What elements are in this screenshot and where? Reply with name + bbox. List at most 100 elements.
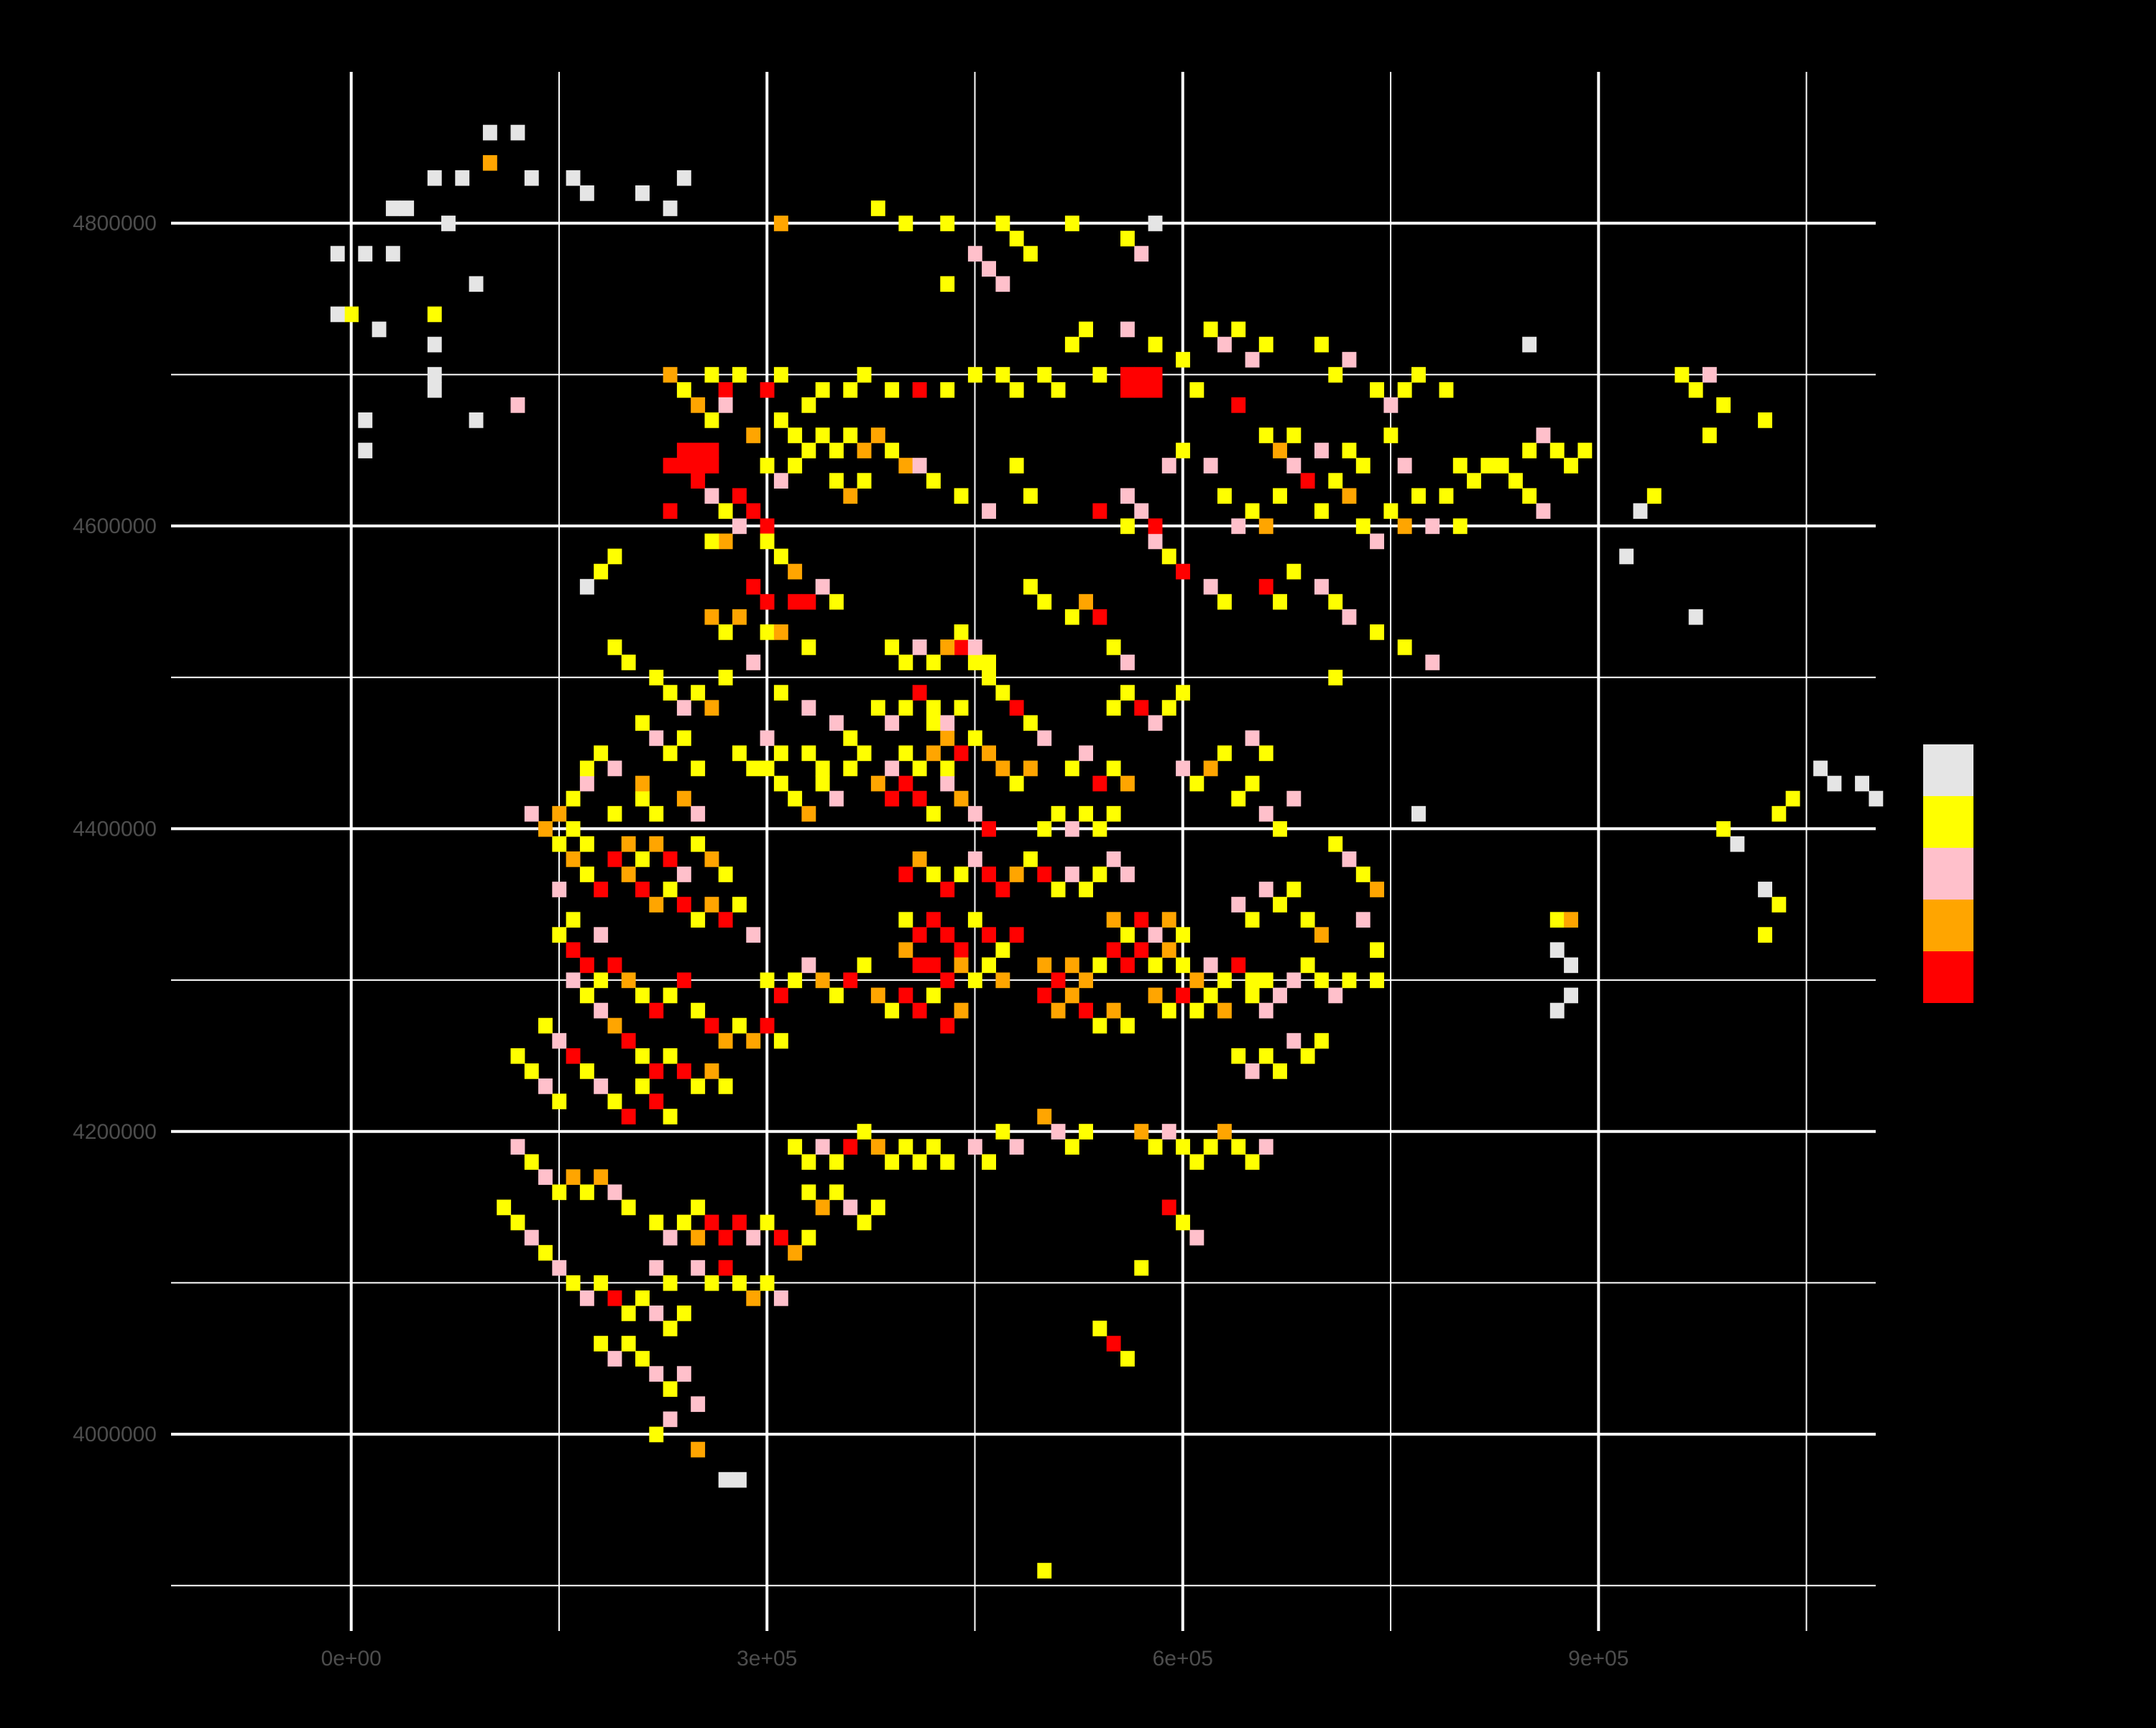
map-cell bbox=[1273, 987, 1287, 1004]
map-cell bbox=[1079, 1124, 1093, 1140]
map-cell bbox=[663, 987, 678, 1004]
y-tick-label: 4600000 bbox=[73, 514, 157, 538]
map-cell bbox=[982, 261, 996, 277]
map-cell bbox=[1134, 1124, 1149, 1140]
map-cell bbox=[801, 745, 816, 762]
map-cell bbox=[1079, 321, 1093, 338]
map-cell bbox=[1245, 730, 1260, 747]
map-cell bbox=[1023, 246, 1038, 262]
map-cell bbox=[1148, 366, 1163, 383]
map-cell bbox=[718, 1032, 733, 1049]
map-cell bbox=[843, 1139, 858, 1155]
map-cell bbox=[594, 1002, 609, 1019]
map-cell bbox=[732, 488, 747, 504]
map-cell bbox=[579, 185, 594, 201]
map-cell bbox=[760, 1017, 775, 1034]
map-cell bbox=[1148, 533, 1163, 550]
map-cell bbox=[1037, 1109, 1052, 1124]
map-cell bbox=[940, 972, 955, 989]
map-cell bbox=[691, 1441, 706, 1458]
map-cell bbox=[857, 745, 872, 762]
map-cell bbox=[801, 1184, 816, 1201]
map-cell bbox=[552, 882, 567, 897]
map-cell bbox=[621, 1109, 636, 1124]
map-cell bbox=[843, 428, 858, 443]
map-cell bbox=[954, 1002, 969, 1019]
map-cell bbox=[1564, 912, 1578, 928]
map-cell bbox=[718, 624, 733, 640]
map-cell bbox=[843, 382, 858, 398]
map-cell bbox=[663, 200, 678, 216]
map-cell bbox=[1370, 624, 1384, 640]
legend bbox=[1923, 744, 1973, 1003]
map-cell bbox=[940, 382, 955, 398]
map-cell bbox=[829, 790, 844, 807]
map-cell bbox=[718, 1229, 733, 1246]
map-cell bbox=[829, 715, 844, 731]
map-cell bbox=[1258, 1048, 1273, 1064]
x-tick-label: 9e+05 bbox=[1568, 1647, 1628, 1671]
map-cell bbox=[843, 488, 858, 504]
map-cell bbox=[788, 428, 803, 443]
map-cell bbox=[967, 655, 982, 670]
map-cell bbox=[885, 760, 900, 777]
map-cell bbox=[1189, 382, 1204, 398]
map-cell bbox=[1161, 700, 1176, 716]
map-cell bbox=[704, 1275, 719, 1291]
map-cell bbox=[1258, 745, 1273, 762]
map-cell bbox=[524, 1229, 539, 1246]
map-cell bbox=[1064, 987, 1079, 1004]
map-cell bbox=[1176, 443, 1190, 458]
map-cell bbox=[954, 957, 969, 974]
map-cell bbox=[870, 775, 885, 792]
map-cell bbox=[718, 1471, 733, 1488]
map-cell bbox=[552, 1260, 567, 1276]
map-cell bbox=[649, 1426, 664, 1443]
map-cell bbox=[967, 730, 982, 747]
map-cell bbox=[1342, 351, 1357, 368]
map-cell bbox=[1564, 458, 1578, 473]
map-cell bbox=[718, 1260, 733, 1276]
map-cell bbox=[1009, 382, 1024, 398]
map-cell bbox=[538, 1169, 553, 1186]
map-cell bbox=[1120, 231, 1135, 246]
map-cell bbox=[1286, 1032, 1302, 1049]
map-cell bbox=[566, 1048, 581, 1064]
map-cell bbox=[1383, 428, 1399, 443]
map-cell bbox=[1342, 972, 1357, 989]
map-cell bbox=[718, 533, 733, 550]
map-cell bbox=[746, 1290, 761, 1306]
map-cell bbox=[621, 836, 636, 852]
map-cell bbox=[538, 1244, 553, 1261]
map-cell bbox=[1355, 867, 1370, 882]
map-cell bbox=[1716, 397, 1731, 413]
map-cell bbox=[1148, 957, 1163, 974]
map-cell bbox=[635, 185, 650, 201]
map-cell bbox=[427, 382, 442, 398]
map-cell bbox=[663, 851, 678, 867]
map-cell bbox=[815, 428, 830, 443]
map-cell bbox=[1370, 972, 1384, 989]
map-cell bbox=[538, 821, 553, 837]
map-cell bbox=[1217, 593, 1232, 610]
map-cell bbox=[1328, 836, 1343, 852]
map-cell bbox=[732, 1471, 747, 1488]
map-cell bbox=[427, 170, 442, 186]
map-cell bbox=[967, 972, 982, 989]
map-cell bbox=[524, 170, 539, 186]
map-cell bbox=[704, 443, 719, 458]
map-cell bbox=[1079, 1002, 1093, 1019]
y-tick-label: 4800000 bbox=[73, 212, 157, 236]
map-cell bbox=[1134, 382, 1149, 398]
map-cell bbox=[1411, 366, 1426, 383]
map-cell bbox=[1189, 972, 1204, 989]
x-tick-label: 6e+05 bbox=[1153, 1647, 1213, 1671]
map-cell bbox=[1148, 216, 1163, 231]
map-cell bbox=[1245, 1063, 1260, 1079]
map-cell bbox=[649, 836, 664, 852]
map-cell bbox=[1120, 1351, 1135, 1367]
map-cell bbox=[1023, 488, 1038, 504]
map-cell bbox=[773, 624, 788, 640]
map-cell bbox=[621, 1032, 636, 1049]
map-cell bbox=[1245, 775, 1260, 792]
